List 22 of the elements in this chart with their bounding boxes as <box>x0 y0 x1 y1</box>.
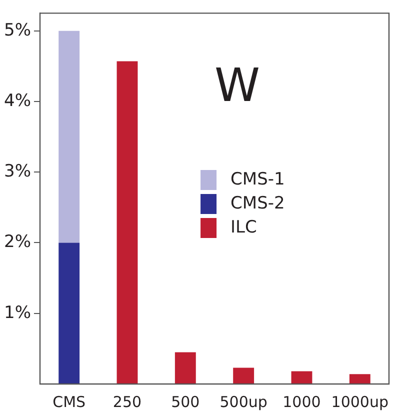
legend-label: ILC <box>230 217 257 238</box>
bar <box>291 371 312 384</box>
y-tick-label: 5% <box>4 20 31 40</box>
y-tick-label: 4% <box>4 90 31 111</box>
legend-label: CMS-2 <box>230 193 285 214</box>
y-tick-label: 3% <box>4 162 31 182</box>
bar <box>58 30 80 243</box>
x-tick-label: CMS <box>52 392 86 411</box>
text: W <box>214 58 260 112</box>
x-tick-label: 250 <box>112 392 142 411</box>
bar <box>174 352 196 384</box>
legend-label: CMS-1 <box>230 169 285 190</box>
y-tick-label: 1% <box>4 302 31 323</box>
bar <box>116 61 138 384</box>
x-tick-label: 500 <box>171 392 200 411</box>
x-tick-label: 500up <box>220 392 268 411</box>
x-tick-label: 1000 <box>282 392 321 411</box>
bar <box>349 374 370 384</box>
x-tick-label: 1000up <box>331 392 388 411</box>
bar <box>58 242 80 384</box>
bar <box>233 368 254 384</box>
y-tick-label: 2% <box>4 232 31 252</box>
